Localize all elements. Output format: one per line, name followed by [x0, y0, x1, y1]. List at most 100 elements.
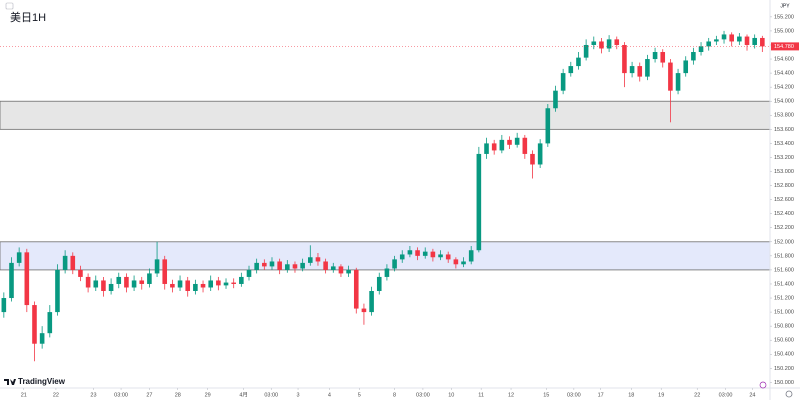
candle-body	[637, 66, 643, 77]
y-tick-label: 152.400	[774, 211, 794, 217]
candle-body	[39, 333, 45, 344]
candle-body	[553, 90, 558, 109]
x-tick-label: 22	[694, 392, 700, 398]
candle-body	[407, 250, 413, 255]
candle-body	[78, 269, 83, 277]
y-tick-label: 150.600	[774, 338, 794, 344]
y-tick-label: 151.200	[774, 295, 794, 301]
candle-body	[269, 261, 275, 267]
candle-body	[47, 312, 53, 334]
last-price-label: 154.780	[774, 44, 794, 50]
x-tick-label: 24	[749, 392, 755, 398]
candle-body	[93, 280, 99, 288]
candle-body	[16, 252, 22, 263]
y-tick-label: 154.600	[774, 56, 794, 62]
candle-body	[170, 283, 175, 288]
candle-body	[231, 282, 236, 284]
candle-body	[614, 39, 620, 45]
chart-title: 美日1H	[10, 11, 46, 24]
candle-body	[239, 276, 244, 284]
candle-body	[645, 59, 650, 77]
candle-body	[353, 269, 359, 309]
candle-body	[185, 280, 191, 291]
candle-body	[537, 143, 543, 165]
y-tick-label: 155.000	[774, 28, 794, 34]
candle-body	[415, 250, 420, 256]
candle-body	[530, 153, 535, 165]
x-tick-label: 03:00	[416, 392, 430, 398]
candle-body	[139, 280, 145, 284]
candle-body	[721, 34, 727, 40]
y-tick-label: 151.400	[774, 281, 794, 287]
y-tick-label: 155.200	[774, 14, 794, 20]
candle-body	[729, 34, 734, 42]
candle-body	[254, 262, 259, 270]
candle-body	[583, 44, 589, 58]
y-tick-label: 150.400	[774, 352, 794, 358]
candle-body	[514, 137, 520, 145]
x-tick-label: 15	[543, 392, 549, 398]
candle-body	[131, 280, 137, 288]
candle-body	[737, 36, 742, 42]
candle-body	[706, 41, 712, 47]
candle-body	[399, 254, 405, 260]
candle-body	[430, 251, 436, 258]
candle-body	[361, 308, 367, 313]
candle-body	[177, 280, 183, 288]
y-tick-label: 150.000	[774, 380, 794, 386]
candle-body	[422, 251, 428, 256]
candle-body	[744, 36, 750, 45]
candle-body	[622, 44, 627, 74]
x-tick-label: 17	[598, 392, 604, 398]
candle-body	[468, 250, 474, 262]
x-tick-label: 4	[328, 392, 331, 398]
candle-body	[606, 39, 612, 49]
candle-body	[576, 57, 581, 67]
candle-body	[499, 139, 505, 151]
alert-icon[interactable]	[759, 381, 767, 389]
candle-body	[116, 276, 122, 284]
candle-body	[376, 276, 382, 291]
x-tick-label: 27	[146, 392, 152, 398]
x-tick-label: 5	[358, 392, 361, 398]
x-tick-label: 03:00	[567, 392, 581, 398]
candle-body	[24, 252, 30, 306]
logo	[4, 379, 16, 385]
collapse-button[interactable]	[5, 2, 14, 10]
candle-body	[1, 298, 7, 313]
candle-body	[675, 73, 681, 91]
x-tick-label: 21	[21, 392, 27, 398]
settings-icon[interactable]	[785, 390, 793, 398]
y-tick-label: 153.200	[774, 155, 794, 161]
candle-body	[522, 137, 528, 154]
candle-body	[560, 73, 566, 91]
candle-body	[752, 37, 757, 45]
candle-body	[62, 255, 68, 270]
candle-body	[124, 276, 129, 288]
candle-body	[323, 261, 328, 270]
candle-body	[453, 259, 459, 265]
candle-body	[369, 291, 374, 313]
candle-body	[698, 46, 704, 53]
candle-body	[491, 143, 497, 151]
x-tick-label: 22	[53, 392, 59, 398]
x-tick-label: 4月	[239, 391, 248, 398]
watermark: TradingView	[18, 377, 66, 386]
x-tick-label: 03:00	[264, 392, 278, 398]
last-price-badge	[771, 42, 799, 51]
x-tick-label: 8	[393, 392, 396, 398]
candle-body	[330, 266, 336, 270]
y-tick-label: 151.800	[774, 253, 794, 259]
x-tick-label: 28	[175, 392, 181, 398]
candle-body	[591, 41, 597, 45]
y-tick-label: 153.000	[774, 169, 794, 175]
candle-body	[568, 66, 574, 74]
y-tick-label: 154.400	[774, 71, 794, 77]
candle-body	[384, 268, 390, 277]
candle-body	[292, 264, 298, 269]
y-tick-label: 152.200	[774, 225, 794, 231]
candle-body	[193, 283, 198, 291]
candle-body	[262, 262, 267, 267]
candle-body	[392, 259, 397, 269]
candle-body	[9, 262, 14, 299]
